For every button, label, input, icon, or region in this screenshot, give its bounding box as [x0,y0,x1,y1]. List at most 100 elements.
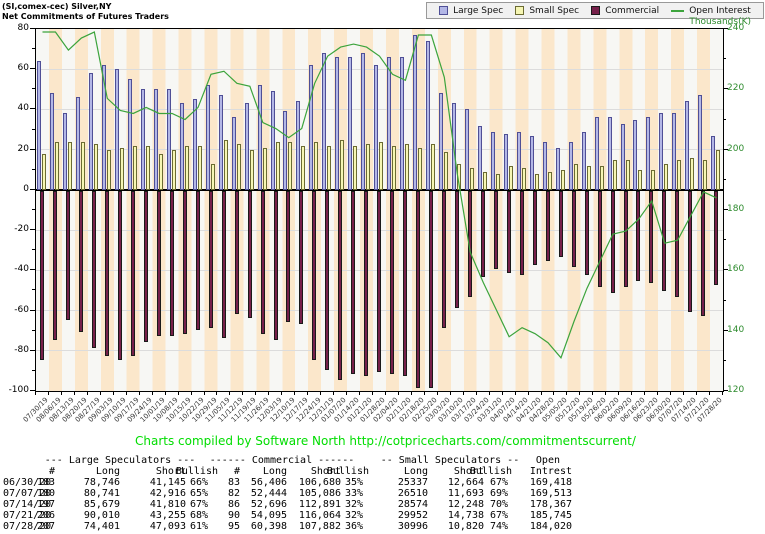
bar-large-spec [114,69,119,190]
bar-large-spec [516,131,521,190]
bar-small-spec [431,143,436,190]
table-cell: 67% [489,477,508,488]
bar-large-spec [542,141,547,190]
bar-large-spec [218,95,223,190]
bar-small-spec [327,145,332,190]
table-cell: 61% [189,521,208,532]
right-axis-tick-label: 140 [727,324,745,335]
bar-small-spec [366,143,371,190]
bar-large-spec [426,41,431,190]
table-cell: 66% [189,477,208,488]
table-cell: 83 [227,477,240,488]
table-column-header: # [48,466,55,477]
bar-commercial [79,190,84,332]
bar-large-spec [387,57,392,190]
bar-large-spec [529,135,534,190]
gridline [36,108,723,110]
table-cell: 85,679 [83,499,120,510]
bar-small-spec [716,149,721,190]
bar-small-spec [573,163,578,190]
bar-small-spec [444,151,449,190]
bar-large-spec [153,89,158,190]
bar-large-spec [348,57,353,190]
bar-commercial [169,190,174,336]
bar-commercial [299,190,304,324]
right-axis-tick-label: 120 [727,385,745,395]
open-interest-line-icon [671,9,685,12]
bar-large-spec [633,119,638,190]
table-cell: 33% [344,488,363,499]
bar-commercial [351,190,356,374]
credit-link[interactable]: Charts compiled by Software North http:/… [135,434,636,448]
table-cell: 52,696 [250,499,287,510]
bar-commercial [442,190,447,328]
bar-large-spec [102,65,106,190]
bar-small-spec [418,147,423,190]
bar-small-spec [586,165,591,190]
legend: Large Spec Small Spec Commercial Open Inter… [426,2,764,19]
table-row-date: 07/14/20 [3,499,52,510]
bar-commercial [286,190,291,322]
bar-large-spec [400,57,405,190]
table-cell: 184,020 [529,521,572,532]
bar-small-spec [197,145,202,190]
chart-subtitle: Net Commitments of Futures Traders [2,12,169,21]
bars-layer [36,29,723,391]
bar-commercial [117,190,122,360]
bar-commercial [390,190,395,374]
bar-small-spec [638,169,643,190]
table-column-header: # [233,466,240,477]
bar-commercial [312,190,317,360]
bar-commercial [545,190,550,262]
bar-commercial [182,190,187,334]
left-axis-tick-label: -80 [14,344,29,355]
bar-commercial [636,190,641,282]
bar-large-spec [413,35,418,190]
table-column-header: Intrest [529,466,572,477]
bar-small-spec [262,147,267,190]
bar-commercial [688,190,693,312]
bar-small-spec [184,145,189,190]
bar-large-spec [322,53,327,190]
bar-commercial [403,190,408,376]
bar-large-spec [607,117,612,190]
table-cell: 14,738 [447,510,484,521]
legend-label: Open Interest [689,5,751,16]
bar-commercial [416,190,421,388]
bar-large-spec [63,113,68,190]
bar-large-spec [685,101,690,190]
left-axis-tick-label: 40 [17,103,29,114]
bar-large-spec [166,89,171,190]
left-axis-tick-label: -60 [14,304,29,315]
table-cell: 54,095 [250,510,287,521]
bar-large-spec [568,141,573,190]
table-cell: 180 [36,488,55,499]
bar-large-spec [231,117,236,190]
bar-commercial [105,190,109,356]
bar-small-spec [379,141,384,190]
table-cell: 90 [227,510,240,521]
gridline [36,68,723,70]
bar-small-spec [469,167,474,190]
table-group-header: Open [535,455,560,466]
bar-small-spec [625,159,630,190]
table-column-header: Bullish [175,466,218,477]
bar-commercial [558,190,563,258]
table-row-date: 07/28/20 [3,521,52,532]
open-interest-line [42,31,717,359]
bar-large-spec [711,135,716,190]
bar-large-spec [127,79,132,190]
table-cell: 206 [36,510,55,521]
bar-small-spec [42,153,47,190]
table-cell: 80,741 [83,488,120,499]
table-cell: 207 [36,521,55,532]
bar-small-spec [560,169,565,190]
table-cell: 52,444 [250,488,287,499]
table-cell: 43,255 [149,510,186,521]
bar-small-spec [508,165,513,190]
table-cell: 60,398 [250,521,287,532]
bar-commercial [156,190,161,336]
table-cell: 197 [36,499,55,510]
bar-small-spec [340,139,345,190]
bar-commercial [364,190,369,376]
